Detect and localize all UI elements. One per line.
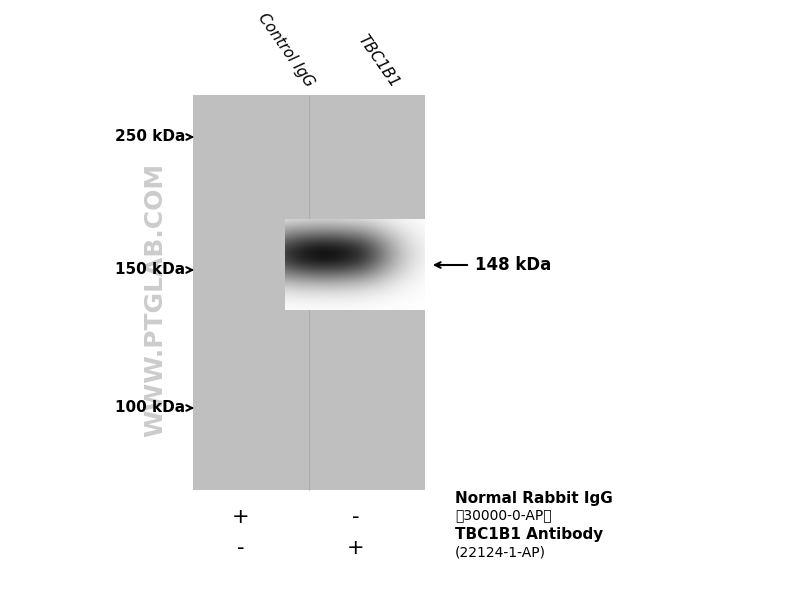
- Text: （30000-0-AP）: （30000-0-AP）: [455, 508, 552, 522]
- Bar: [193, 95, 425, 490]
- Text: -: -: [352, 507, 360, 527]
- Text: TBC1B1 Antibody: TBC1B1 Antibody: [455, 527, 603, 542]
- Text: +: +: [232, 507, 250, 527]
- Text: Normal Rabbit IgG: Normal Rabbit IgG: [455, 491, 613, 506]
- Text: 150 kDa: 150 kDa: [115, 263, 185, 277]
- Text: 100 kDa: 100 kDa: [115, 401, 185, 415]
- Text: 250 kDa: 250 kDa: [114, 130, 185, 145]
- Text: 148 kDa: 148 kDa: [475, 256, 551, 274]
- Text: +: +: [347, 538, 365, 558]
- Text: (22124-1-AP): (22124-1-AP): [455, 545, 546, 559]
- Text: -: -: [238, 538, 245, 558]
- Text: TBC1B1: TBC1B1: [355, 32, 402, 90]
- Text: WWW.PTGLAB.COM: WWW.PTGLAB.COM: [143, 163, 167, 437]
- Text: Control IgG: Control IgG: [255, 11, 317, 90]
